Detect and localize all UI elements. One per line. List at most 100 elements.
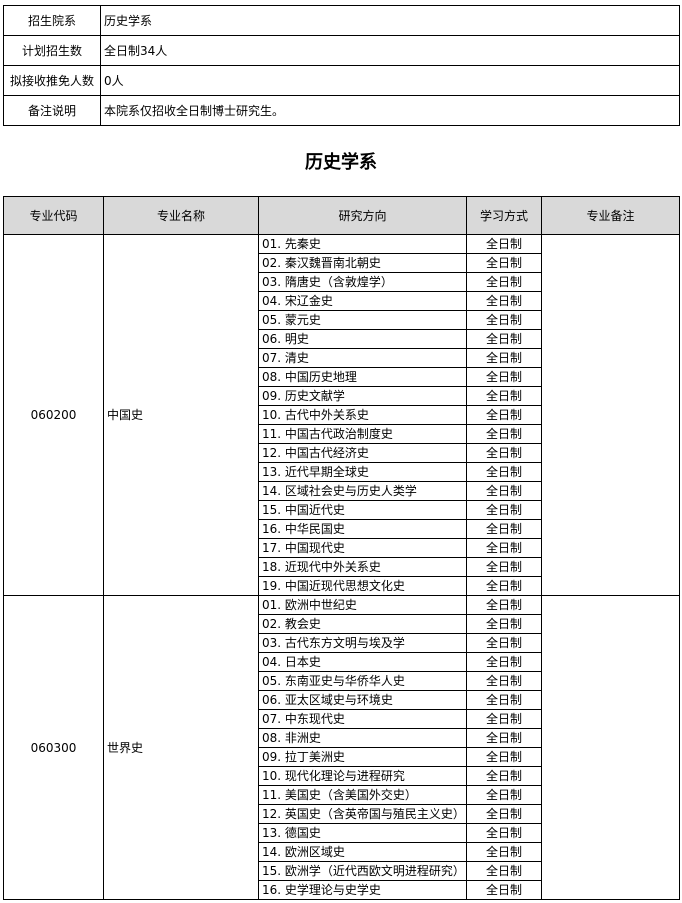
direction: 13. 近代早期全球史 xyxy=(258,462,467,482)
direction: 15. 中国近代史 xyxy=(258,500,467,520)
study-mode: 全日制 xyxy=(466,424,542,444)
major-table: 专业代码 专业名称 研究方向 学习方式 专业备注 060200 中国史 01. 先秦史 全日制… xyxy=(3,196,680,900)
direction: 18. 近现代中外关系史 xyxy=(258,557,467,577)
info-value: 0人 xyxy=(100,65,680,96)
direction-row: 13. 近代早期全球史 全日制 xyxy=(4,462,680,482)
section-title: 历史学系 xyxy=(305,152,377,173)
study-mode: 全日制 xyxy=(466,671,542,691)
direction: 12. 英国史（含英帝国与殖民主义史） xyxy=(258,804,467,824)
direction: 09. 历史文献学 xyxy=(258,386,467,406)
column-header: 学习方式 xyxy=(466,196,542,235)
direction: 17. 中国现代史 xyxy=(258,538,467,558)
major-name: 中国史 xyxy=(103,234,259,596)
study-mode: 全日制 xyxy=(466,234,542,254)
direction-row: 08. 中国历史地理 全日制 xyxy=(4,367,680,387)
direction: 03. 古代东方文明与埃及学 xyxy=(258,633,467,653)
direction: 10. 古代中外关系史 xyxy=(258,405,467,425)
direction: 08. 非洲史 xyxy=(258,728,467,748)
study-mode: 全日制 xyxy=(466,766,542,786)
study-mode: 全日制 xyxy=(466,747,542,767)
direction-row: 04. 宋辽金史 全日制 xyxy=(4,291,680,311)
column-header: 专业名称 xyxy=(103,196,259,235)
direction-row: 060200 中国史 01. 先秦史 全日制 xyxy=(3,234,680,596)
direction-row: 06. 明史 全日制 xyxy=(4,329,680,349)
major-code: 060300 xyxy=(3,595,104,900)
direction: 16. 中华民国史 xyxy=(258,519,467,539)
study-mode: 全日制 xyxy=(466,728,542,748)
column-header: 专业代码 xyxy=(3,196,104,235)
direction-row: 10. 古代中外关系史 全日制 xyxy=(4,405,680,425)
direction-row: 12. 中国古代经济史 全日制 xyxy=(4,443,680,463)
direction: 09. 拉丁美洲史 xyxy=(258,747,467,767)
direction: 04. 宋辽金史 xyxy=(258,291,467,311)
study-mode: 全日制 xyxy=(466,823,542,843)
column-header: 专业备注 xyxy=(541,196,680,235)
study-mode: 全日制 xyxy=(466,367,542,387)
direction: 14. 欧洲区域史 xyxy=(258,842,467,862)
study-mode: 全日制 xyxy=(466,842,542,862)
direction-row: 18. 近现代中外关系史 全日制 xyxy=(4,557,680,577)
direction: 01. 欧洲中世纪史 xyxy=(258,595,467,615)
direction: 11. 中国古代政治制度史 xyxy=(258,424,467,444)
direction-row: 13. 德国史 全日制 xyxy=(4,823,680,843)
study-mode: 全日制 xyxy=(466,690,542,710)
study-mode: 全日制 xyxy=(466,519,542,539)
header-row: 专业代码 专业名称 研究方向 学习方式 专业备注 xyxy=(3,196,680,235)
info-value: 全日制34人 xyxy=(100,35,680,66)
direction: 06. 明史 xyxy=(258,329,467,349)
column-header: 研究方向 xyxy=(258,196,467,235)
study-mode: 全日制 xyxy=(466,595,542,615)
direction: 11. 美国史（含美国外交史） xyxy=(258,785,467,805)
study-mode: 全日制 xyxy=(466,576,542,596)
info-value: 本院系仅招收全日制博士研究生。 xyxy=(100,95,680,126)
direction: 06. 亚太区域史与环境史 xyxy=(258,690,467,710)
study-mode: 全日制 xyxy=(466,709,542,729)
major-remark xyxy=(541,234,680,596)
direction: 05. 东南亚史与华侨华人史 xyxy=(258,671,467,691)
direction: 01. 先秦史 xyxy=(258,234,467,254)
direction-row: 14. 区域社会史与历史人类学 全日制 xyxy=(4,481,680,501)
info-label: 备注说明 xyxy=(3,95,101,126)
direction-row: 06. 亚太区域史与环境史 全日制 xyxy=(4,690,680,710)
direction-row: 15. 欧洲学（近代西欧文明进程研究） 全日制 xyxy=(4,861,680,881)
major-name: 世界史 xyxy=(103,595,259,900)
direction: 02. 秦汉魏晋南北朝史 xyxy=(258,253,467,273)
direction-row: 10. 现代化理论与进程研究 全日制 xyxy=(4,766,680,786)
study-mode: 全日制 xyxy=(466,405,542,425)
direction: 12. 中国古代经济史 xyxy=(258,443,467,463)
direction-row: 03. 古代东方文明与埃及学 全日制 xyxy=(4,633,680,653)
study-mode: 全日制 xyxy=(466,253,542,273)
study-mode: 全日制 xyxy=(466,310,542,330)
study-mode: 全日制 xyxy=(466,348,542,368)
direction-row: 19. 中国近现代思想文化史 全日制 xyxy=(4,576,680,596)
info-label: 拟接收推免人数 xyxy=(3,65,101,96)
study-mode: 全日制 xyxy=(466,443,542,463)
study-mode: 全日制 xyxy=(466,880,542,900)
info-value: 历史学系 xyxy=(100,5,680,36)
study-mode: 全日制 xyxy=(466,804,542,824)
info-row: 计划招生数 全日制34人 xyxy=(3,35,680,66)
major-code: 060200 xyxy=(3,234,104,596)
direction: 04. 日本史 xyxy=(258,652,467,672)
direction: 07. 清史 xyxy=(258,348,467,368)
direction: 19. 中国近现代思想文化史 xyxy=(258,576,467,596)
direction-row: 08. 非洲史 全日制 xyxy=(4,728,680,748)
info-table: 招生院系 历史学系 计划招生数 全日制34人 拟接收推免人数 0人 备注说明 本院系仅招收全日… xyxy=(3,5,680,126)
study-mode: 全日制 xyxy=(466,291,542,311)
direction-row: 11. 中国古代政治制度史 全日制 xyxy=(4,424,680,444)
info-label: 计划招生数 xyxy=(3,35,101,66)
direction: 02. 教会史 xyxy=(258,614,467,634)
direction: 03. 隋唐史（含敦煌学） xyxy=(258,272,467,292)
direction: 10. 现代化理论与进程研究 xyxy=(258,766,467,786)
study-mode: 全日制 xyxy=(466,500,542,520)
study-mode: 全日制 xyxy=(466,462,542,482)
info-row: 拟接收推免人数 0人 xyxy=(3,65,680,96)
direction: 14. 区域社会史与历史人类学 xyxy=(258,481,467,501)
direction: 05. 蒙元史 xyxy=(258,310,467,330)
study-mode: 全日制 xyxy=(466,614,542,634)
direction: 15. 欧洲学（近代西欧文明进程研究） xyxy=(258,861,467,881)
study-mode: 全日制 xyxy=(466,652,542,672)
study-mode: 全日制 xyxy=(466,481,542,501)
info-label: 招生院系 xyxy=(3,5,101,36)
info-row: 备注说明 本院系仅招收全日制博士研究生。 xyxy=(3,95,680,126)
